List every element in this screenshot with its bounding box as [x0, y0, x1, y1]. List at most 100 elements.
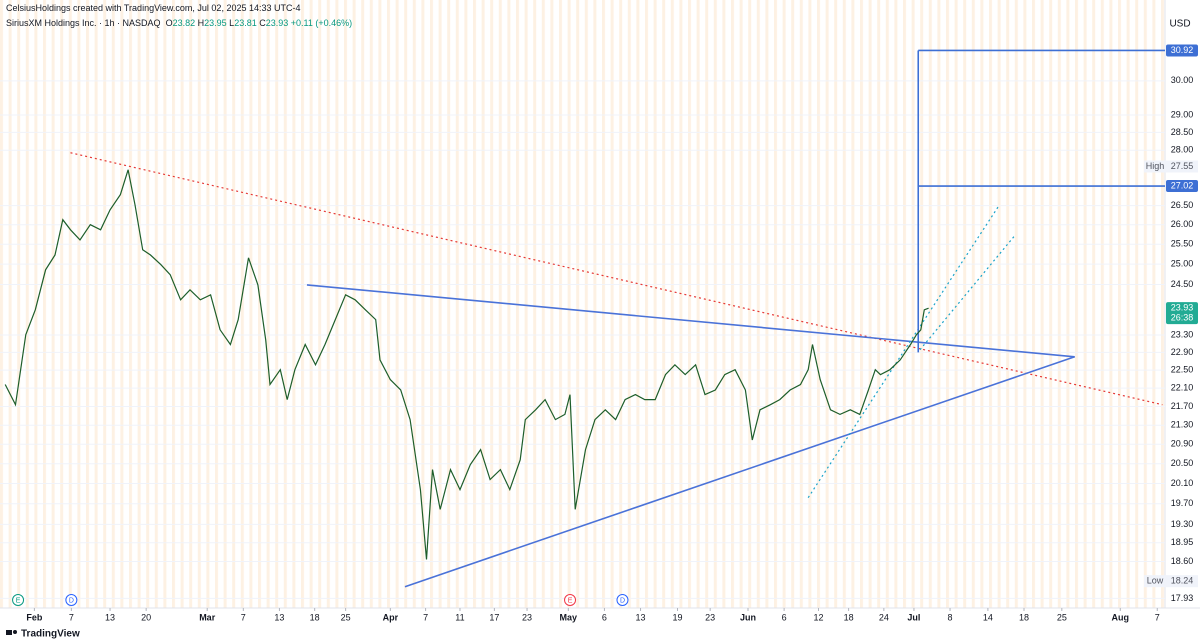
event-marker [564, 594, 577, 606]
brand: TradingView [21, 629, 80, 640]
x-tick-label: Jun [740, 612, 756, 622]
y-tick-label: 30.00 [1171, 75, 1194, 85]
x-tick-label: 13 [274, 612, 284, 622]
session-background [0, 0, 1165, 608]
y-tick-label: 20.90 [1171, 439, 1194, 449]
x-tick-label: 23 [705, 612, 715, 622]
hl-box [1144, 160, 1198, 173]
x-tick-label: 12 [814, 612, 824, 622]
y-tick-label: 24.50 [1171, 279, 1194, 289]
y-tick-label: 28.00 [1171, 145, 1194, 155]
x-tick-label: 7 [241, 612, 246, 622]
ohlc-value: 23.81 [234, 18, 257, 28]
x-tick-label: 19 [672, 612, 682, 622]
hl-box [1144, 575, 1198, 588]
x-tick-label: 7 [423, 612, 428, 622]
y-tick-label: 21.70 [1171, 401, 1194, 411]
x-tick-label: 17 [489, 612, 499, 622]
x-tick-label: Jul [907, 612, 920, 622]
ohlc-value: 23.93 [265, 18, 289, 28]
level-label-box [1166, 44, 1198, 57]
x-tick-label: Mar [199, 612, 216, 622]
x-tick-label: 25 [1057, 612, 1067, 622]
grid-layer [0, 80, 1165, 599]
y-tick-label: 22.50 [1171, 364, 1194, 374]
hl-value: 27.55 [1171, 161, 1194, 171]
level-label: 30.92 [1171, 45, 1194, 55]
x-tick-label: Apr [383, 612, 399, 622]
y-tick-label: 22.90 [1171, 347, 1194, 357]
x-tick-label: 7 [69, 612, 74, 622]
hl-value: 18.24 [1171, 576, 1194, 586]
y-tick-label: 19.70 [1171, 498, 1194, 508]
event-marker [616, 594, 629, 606]
y-tick-label: 28.50 [1171, 127, 1194, 137]
y-tick-label: 29.00 [1171, 109, 1194, 119]
x-tick-label: Feb [26, 612, 43, 622]
y-tick-label: 26.50 [1171, 200, 1194, 210]
event-label: D [620, 597, 625, 604]
x-tick-label: 24 [879, 612, 889, 622]
event-label: D [69, 597, 74, 604]
event-label: E [568, 597, 573, 604]
y-tick-label: 25.50 [1171, 239, 1194, 249]
x-tick-label: 14 [983, 612, 993, 622]
last-price-box [1166, 302, 1198, 325]
x-tick-label: 6 [782, 612, 787, 622]
legend: SiriusXM Holdings Inc. · 1h · NASDAQ O23… [6, 18, 352, 28]
event-marker [12, 594, 25, 606]
y-tick-label: 20.50 [1171, 458, 1194, 468]
ohlc-label: O [165, 18, 173, 28]
hl-label: Low [1147, 576, 1164, 586]
event-marker [65, 594, 78, 606]
ohlc-label: L [229, 18, 235, 28]
y-tick-label: 17.93 [1171, 593, 1194, 603]
y-tick-label: 18.95 [1171, 537, 1194, 547]
x-tick-label: 18 [1019, 612, 1029, 622]
price-line [4, 169, 929, 560]
ohlc-label: H [197, 18, 205, 28]
x-tick-label: 13 [105, 612, 115, 622]
x-tick-label: Aug [1112, 612, 1130, 622]
y-tick-label: 26.00 [1171, 219, 1194, 229]
trend-line [70, 152, 1163, 406]
axis-layer: 30.00 29.00 28.50 28.00 26.50 26.00 25.50 25.00… [12, 44, 1198, 622]
currency: USD [1169, 19, 1190, 30]
last-price-label: 23.93 [1171, 303, 1194, 313]
ohlc-value: 23.82 [172, 18, 196, 28]
y-tick-label: 21.30 [1171, 420, 1194, 430]
caption: CelsiusHoldings created with TradingView… [6, 3, 301, 13]
trend-line [306, 284, 1075, 358]
x-tick-label: 25 [341, 612, 351, 622]
x-tick-label: 6 [602, 612, 607, 622]
y-tick-label: 19.30 [1171, 519, 1194, 529]
x-tick-label: 18 [844, 612, 854, 622]
x-tick-label: 8 [948, 612, 953, 622]
trend-line [404, 356, 1075, 588]
level-label: 27.02 [1171, 180, 1194, 190]
event-label: E [16, 597, 21, 604]
ohlc-label: C [259, 18, 266, 28]
x-tick-label: 11 [455, 612, 464, 622]
brand-logo [6, 630, 17, 635]
x-tick-label: 18 [310, 612, 320, 622]
hl-label: High [1146, 161, 1165, 171]
x-tick-label: 20 [141, 612, 151, 622]
change: +0.11 (+0.46%) [290, 18, 353, 28]
y-tick-label: 25.00 [1171, 259, 1194, 269]
y-tick-label: 23.30 [1171, 329, 1194, 339]
countdown: 26:38 [1171, 313, 1194, 323]
y-tick-label: 18.60 [1171, 556, 1194, 566]
x-tick-label: 7 [1155, 612, 1160, 622]
y-tick-label: 20.10 [1171, 478, 1194, 488]
x-tick-label: 13 [636, 612, 646, 622]
plot-layer [4, 49, 1165, 588]
level-label-box [1166, 180, 1198, 193]
ohlc-value: 23.95 [204, 18, 227, 28]
y-tick-label: 22.10 [1171, 383, 1194, 393]
symbol-title: SiriusXM Holdings Inc. · 1h · NASDAQ [6, 18, 161, 28]
x-tick-label: May [560, 612, 578, 622]
x-tick-label: 23 [522, 612, 532, 622]
